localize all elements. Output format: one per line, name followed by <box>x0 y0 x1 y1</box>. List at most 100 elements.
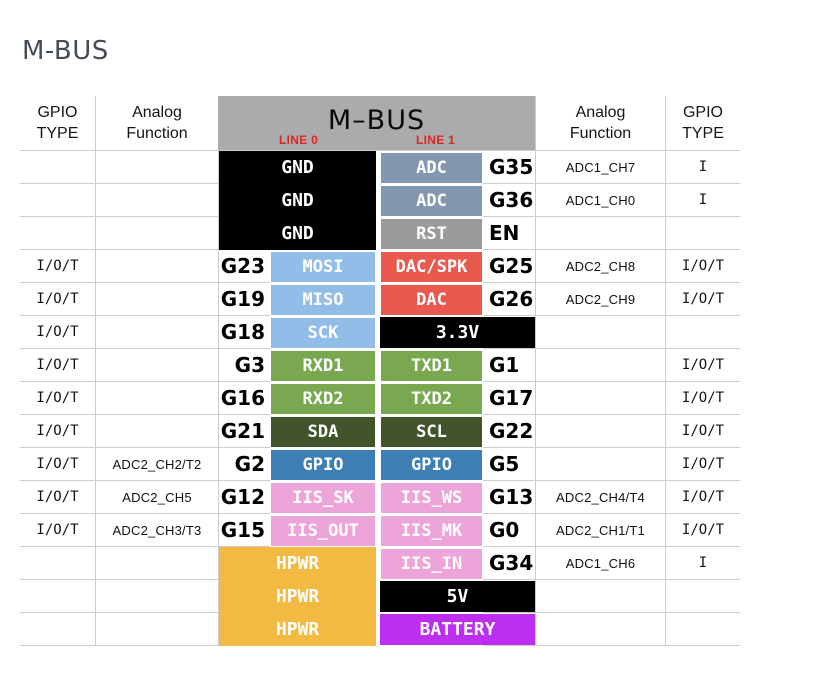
analog-function-cell-right: ADC2_CH8 <box>535 250 665 283</box>
pin-function-chip-line0: IIS_SK <box>271 482 375 513</box>
gpio-type-cell-left <box>20 217 95 250</box>
header-line: GPIO <box>682 104 723 121</box>
analog-function-cell-left <box>95 415 218 448</box>
pin-function-chip-line1: ADC <box>381 152 482 183</box>
gpio-type-cell-left: I/O/T <box>20 382 95 415</box>
header-gpio-type-left: GPIO TYPE <box>20 96 95 151</box>
analog-function-cell-right <box>535 382 665 415</box>
analog-function-cell-left <box>95 184 218 217</box>
analog-function-cell-right <box>535 613 665 646</box>
gpio-type-cell-right: I/O/T <box>665 250 740 283</box>
pin-number-cell-right: G36 <box>483 184 535 217</box>
gpio-type-cell-right: I/O/T <box>665 382 740 415</box>
line0-label: LINE 0 <box>279 133 319 147</box>
gnd-label: GND <box>281 157 314 178</box>
gpio-type-cell-left <box>20 580 95 613</box>
pin-number-cell-left: G2 <box>218 448 270 481</box>
pin-number-cell-right: G22 <box>483 415 535 448</box>
header-line: GPIO <box>37 104 78 121</box>
header-line: TYPE <box>682 125 724 142</box>
analog-function-cell-right: ADC2_CH9 <box>535 283 665 316</box>
pin-function-chip-line0: RXD2 <box>271 383 375 414</box>
gpio-type-cell-left: I/O/T <box>20 514 95 547</box>
power-chip-5v: 5V <box>380 581 535 612</box>
pin-number-cell-right: G26 <box>483 283 535 316</box>
analog-function-cell-right <box>535 448 665 481</box>
pin-number-cell-left: G21 <box>218 415 270 448</box>
analog-function-cell-left <box>95 217 218 250</box>
pin-function-chip-line0: GPIO <box>271 449 375 480</box>
pin-number-cell-left: G15 <box>218 514 270 547</box>
analog-function-cell-right: ADC2_CH1/T1 <box>535 514 665 547</box>
gpio-type-cell-right: I/O/T <box>665 283 740 316</box>
pin-number-cell-right: G17 <box>483 382 535 415</box>
gpio-type-cell-right <box>665 613 740 646</box>
pin-function-chip-line1: IIS_MK <box>381 515 482 546</box>
pin-function-chip-line1: GPIO <box>381 449 482 480</box>
analog-function-cell-left <box>95 349 218 382</box>
analog-function-cell-right <box>535 316 665 349</box>
gpio-type-cell-right: I <box>665 151 740 184</box>
analog-function-cell-left: ADC2_CH5 <box>95 481 218 514</box>
gnd-label: GND <box>281 190 314 211</box>
pin-function-chip-line0: SDA <box>271 416 375 447</box>
gpio-type-cell-right: I <box>665 184 740 217</box>
gpio-type-cell-left: I/O/T <box>20 250 95 283</box>
pin-function-chip-line1: DAC <box>381 284 482 315</box>
analog-function-cell-right: ADC2_CH4/T4 <box>535 481 665 514</box>
pin-number-cell-left: G18 <box>218 316 270 349</box>
gpio-type-cell-right: I/O/T <box>665 448 740 481</box>
line1-label: LINE 1 <box>416 133 456 147</box>
pin-function-chip-line1: TXD1 <box>381 350 482 381</box>
pin-number-cell-right: G5 <box>483 448 535 481</box>
analog-function-cell-right: ADC1_CH7 <box>535 151 665 184</box>
gpio-type-cell-left <box>20 613 95 646</box>
power-chip-battery: BATTERY <box>380 614 535 645</box>
gpio-type-cell-right: I <box>665 547 740 580</box>
analog-function-cell-left <box>95 250 218 283</box>
mbus-header-band: M–BUS LINE 0 LINE 1 <box>218 96 535 151</box>
header-line: Function <box>569 125 632 142</box>
pin-function-chip-line1: ADC <box>381 185 482 216</box>
pin-number-cell-right: G1 <box>483 349 535 382</box>
header-gpio-type-right: GPIO TYPE <box>665 96 740 151</box>
header-line: Analog <box>575 104 626 121</box>
gpio-type-cell-right <box>665 316 740 349</box>
pin-function-chip-line0: SCK <box>271 317 375 348</box>
pin-number-cell-left: G16 <box>218 382 270 415</box>
analog-function-cell-left: ADC2_CH2/T2 <box>95 448 218 481</box>
gpio-type-cell-right: I/O/T <box>665 415 740 448</box>
page-title: M-BUS <box>22 36 109 66</box>
pin-function-chip-line1: SCL <box>381 416 482 447</box>
pin-number-cell-left: G12 <box>218 481 270 514</box>
pin-number-cell-right: EN <box>483 217 535 250</box>
pin-function-chip-line0: RXD1 <box>271 350 375 381</box>
pin-function-chip-line0: IIS_OUT <box>271 515 375 546</box>
analog-function-cell-left <box>95 547 218 580</box>
gpio-type-cell-left <box>20 184 95 217</box>
hpwr-power-block: HPWR HPWR HPWR <box>219 547 376 646</box>
gpio-type-cell-left <box>20 547 95 580</box>
gpio-type-cell-left: I/O/T <box>20 349 95 382</box>
analog-function-cell-left <box>95 283 218 316</box>
analog-function-cell-right: ADC1_CH0 <box>535 184 665 217</box>
analog-function-cell-right <box>535 349 665 382</box>
analog-function-cell-left: ADC2_CH3/T3 <box>95 514 218 547</box>
pin-function-chip-line1: IIS_WS <box>381 482 482 513</box>
header-analog-function-right: Analog Function <box>535 96 665 151</box>
gpio-type-cell-left: I/O/T <box>20 415 95 448</box>
analog-function-cell-right <box>535 580 665 613</box>
pin-function-chip-line1: RST <box>381 218 482 249</box>
pin-number-cell-left: G3 <box>218 349 270 382</box>
pinout-table: GPIO TYPE Analog Function M–BUS LINE 0 L… <box>20 96 740 646</box>
gpio-type-cell-left: I/O/T <box>20 481 95 514</box>
header-analog-function-left: Analog Function <box>95 96 218 151</box>
gpio-type-cell-right: I/O/T <box>665 349 740 382</box>
pin-function-chip-line1: IIS_IN <box>381 548 482 579</box>
pin-function-chip-line1: TXD2 <box>381 383 482 414</box>
gpio-type-cell-right: I/O/T <box>665 514 740 547</box>
gpio-type-cell-right <box>665 580 740 613</box>
pin-number-cell-right: G13 <box>483 481 535 514</box>
power-chip-33v: 3.3V <box>380 317 535 348</box>
pin-function-chip-line0: MISO <box>271 284 375 315</box>
